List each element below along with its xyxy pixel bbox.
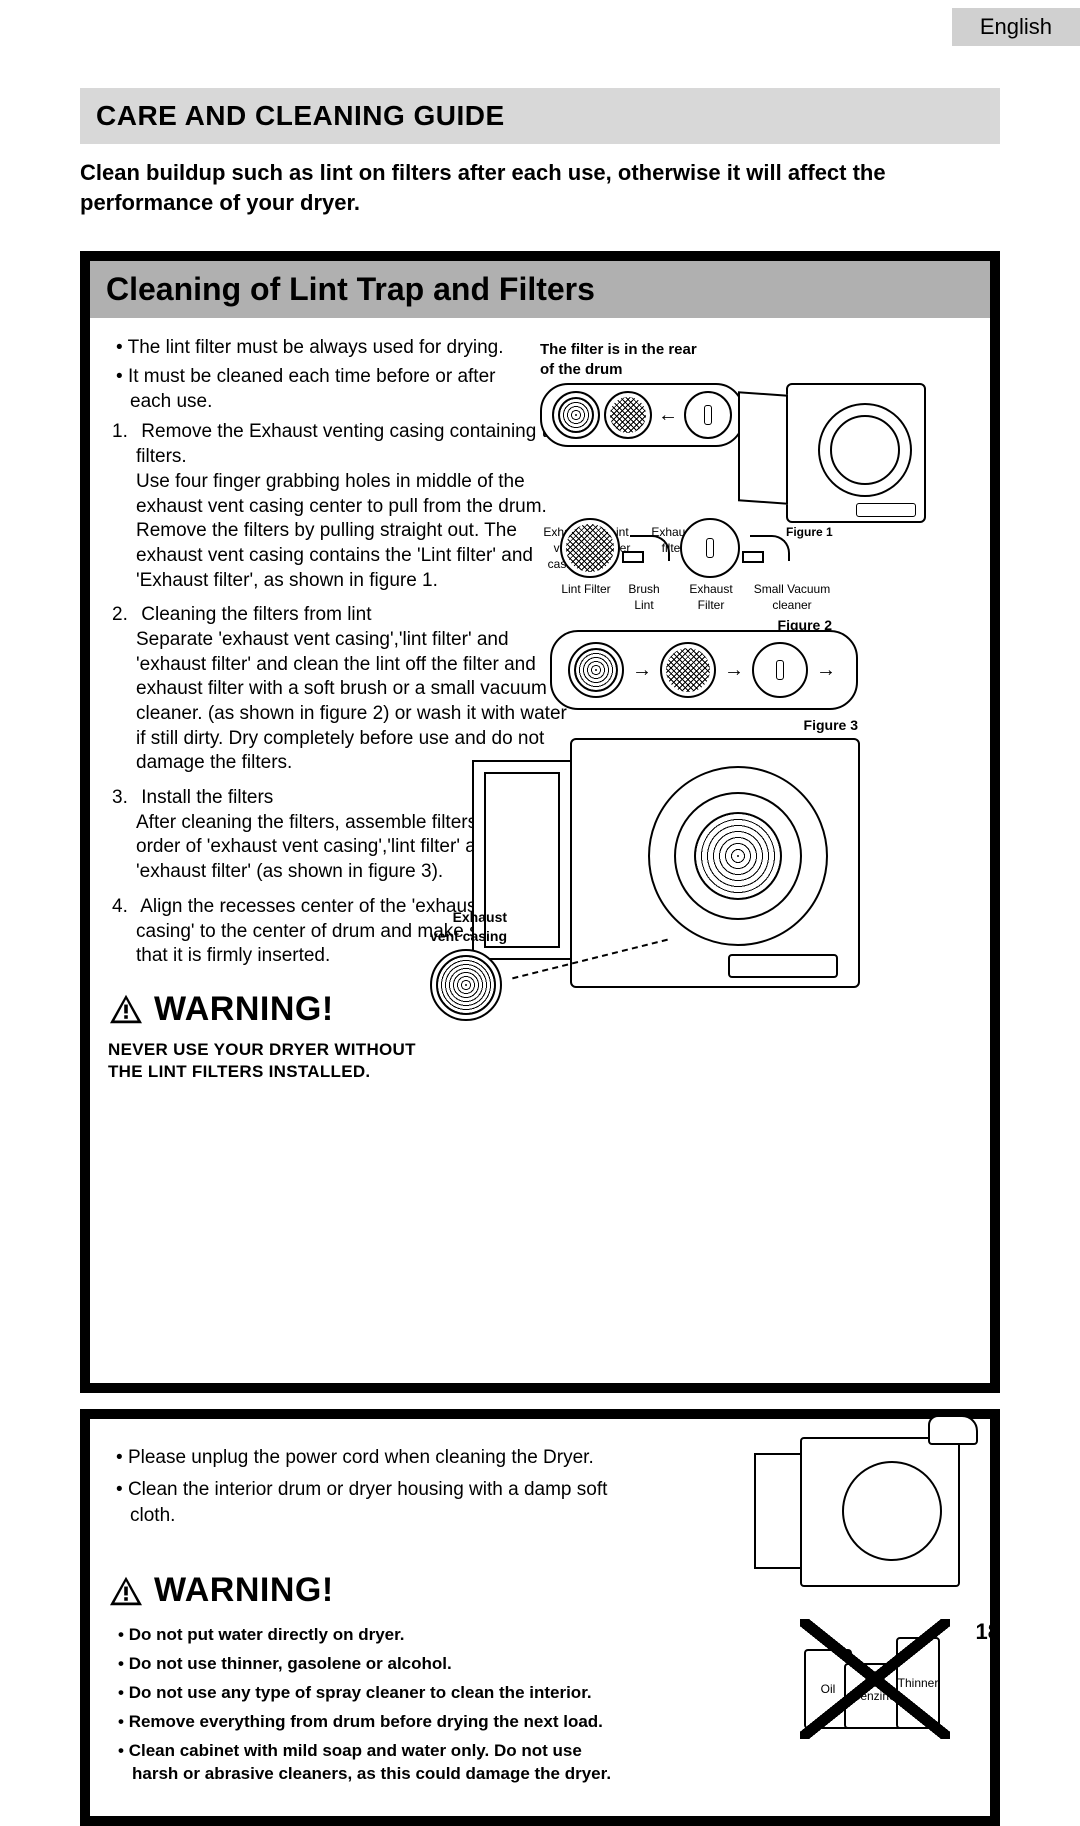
box1-title: Cleaning of Lint Trap and Filters	[90, 261, 990, 318]
dryer-wipe-illustration	[800, 1437, 960, 1587]
exhaust-casing-callout: Exhaust vent casing	[430, 908, 507, 1020]
cross-icon	[800, 1619, 950, 1739]
fig3-filter-set: → → →	[550, 630, 858, 710]
section-title: CARE AND CLEANING GUIDE	[80, 88, 1000, 144]
bullet-item: Please unplug the power cord when cleani…	[116, 1445, 648, 1471]
warn-bullet-item: Do not use any type of spray cleaner to …	[118, 1682, 628, 1705]
cleaning-warnings-box: Please unplug the power cord when cleani…	[80, 1409, 1000, 1825]
step-number: 4.	[112, 895, 136, 920]
vacuum-hand-icon	[750, 535, 790, 561]
box1-body: The lint filter must be always used for …	[90, 318, 990, 1383]
exhaust-filter-icon	[680, 518, 740, 578]
fig1-note-line1: The filter is in the rear	[540, 341, 697, 358]
chemicals-illustration: Oil Benzine Thinner	[800, 1619, 950, 1739]
warn-bullet-item: Remove everything from drum before dryin…	[118, 1711, 628, 1734]
step-number: 2.	[112, 603, 136, 628]
language-tab: English	[952, 8, 1080, 46]
figure-no-chemicals: Oil Benzine Thinner	[800, 1619, 950, 1739]
lint-filter-icon	[560, 518, 620, 578]
exhaust-casing-icon	[552, 391, 600, 439]
lint-filter-icon	[604, 391, 652, 439]
warning-label: WARNING!	[154, 987, 334, 1031]
box1-bullets: The lint filter must be always used for …	[108, 336, 538, 414]
warning-row: WARNING!	[108, 987, 972, 1031]
exhaust-filter-icon	[684, 391, 732, 439]
box2-body: Please unplug the power cord when cleani…	[90, 1419, 990, 1815]
exhaust-filter-icon	[752, 642, 808, 698]
figure-2: Lint Filter Brush Lint Exhaust Filter Sm…	[560, 518, 832, 633]
manual-page: English CARE AND CLEANING GUIDE Clean bu…	[0, 0, 1080, 1669]
step-body: After cleaning the filters, assemble fil…	[136, 812, 529, 882]
step-body: Use four finger grabbing holes in middle…	[136, 471, 547, 591]
arrow-left-icon: ←	[658, 402, 678, 428]
figure-3: → → → Figure 3	[550, 630, 858, 734]
lint-trap-box: Cleaning of Lint Trap and Filters The li…	[80, 251, 1000, 1393]
fig2-label-d: Small Vacuum cleaner	[752, 582, 832, 613]
bullet-item: It must be cleaned each time before or a…	[116, 365, 538, 414]
fig1-note-line2: of the drum	[540, 361, 623, 378]
step-number: 3.	[112, 786, 136, 811]
page-number: 18	[976, 1619, 1000, 1645]
evc-label-1: Exhaust	[453, 909, 507, 925]
fig1-filter-set: ←	[540, 383, 744, 447]
step-body: Separate 'exhaust vent casing','lint fil…	[136, 629, 567, 773]
fig1-note: The filter is in the rear of the drum	[540, 340, 926, 379]
figure-wipe-dryer	[800, 1437, 960, 1587]
arrow-right-icon: →	[632, 657, 652, 683]
exhaust-casing-icon	[568, 642, 624, 698]
exhaust-casing-icon	[430, 949, 502, 1021]
warning-subtext: NEVER USE YOUR DRYER WITHOUT THE LINT FI…	[108, 1039, 428, 1083]
brush-hand-icon	[630, 535, 670, 561]
intro-paragraph: Clean buildup such as lint on filters af…	[80, 158, 1000, 217]
bullet-item: Clean the interior drum or dryer housing…	[116, 1477, 648, 1528]
step-title: Install the filters	[141, 787, 273, 808]
bullet-item: The lint filter must be always used for …	[116, 336, 538, 361]
warn-bullet-item: Clean cabinet with mild soap and water o…	[118, 1740, 628, 1786]
step-number: 1.	[112, 420, 136, 445]
step-item: 2. Cleaning the filters from lint Separa…	[136, 603, 568, 776]
fig2-label-b: Brush Lint	[618, 582, 670, 613]
fig3-caption: Figure 3	[550, 716, 858, 734]
warning-icon	[108, 993, 144, 1025]
arrow-right-icon: →	[816, 657, 836, 683]
warn-bullet-item: Do not use thinner, gasolene or alcohol.	[118, 1653, 628, 1676]
box2-warn-bullets: Do not put water directly on dryer. Do n…	[108, 1624, 628, 1786]
evc-label-2: vent casing	[430, 928, 507, 944]
fig2-label-a: Lint Filter	[560, 582, 612, 613]
box2-bullets: Please unplug the power cord when cleani…	[108, 1445, 648, 1528]
arrow-right-icon: →	[724, 657, 744, 683]
warning-label: WARNING!	[154, 1568, 334, 1614]
lint-filter-icon	[660, 642, 716, 698]
step-title: Remove the Exhaust venting casing contai…	[136, 421, 568, 467]
warn-bullet-item: Do not put water directly on dryer.	[118, 1624, 628, 1647]
step-title: Cleaning the filters from lint	[141, 604, 371, 625]
dryer-illustration	[786, 383, 926, 523]
warning-icon	[108, 1575, 144, 1607]
fig2-label-c: Exhaust Filter	[676, 582, 746, 613]
step-item: 1. Remove the Exhaust venting casing con…	[136, 420, 568, 593]
